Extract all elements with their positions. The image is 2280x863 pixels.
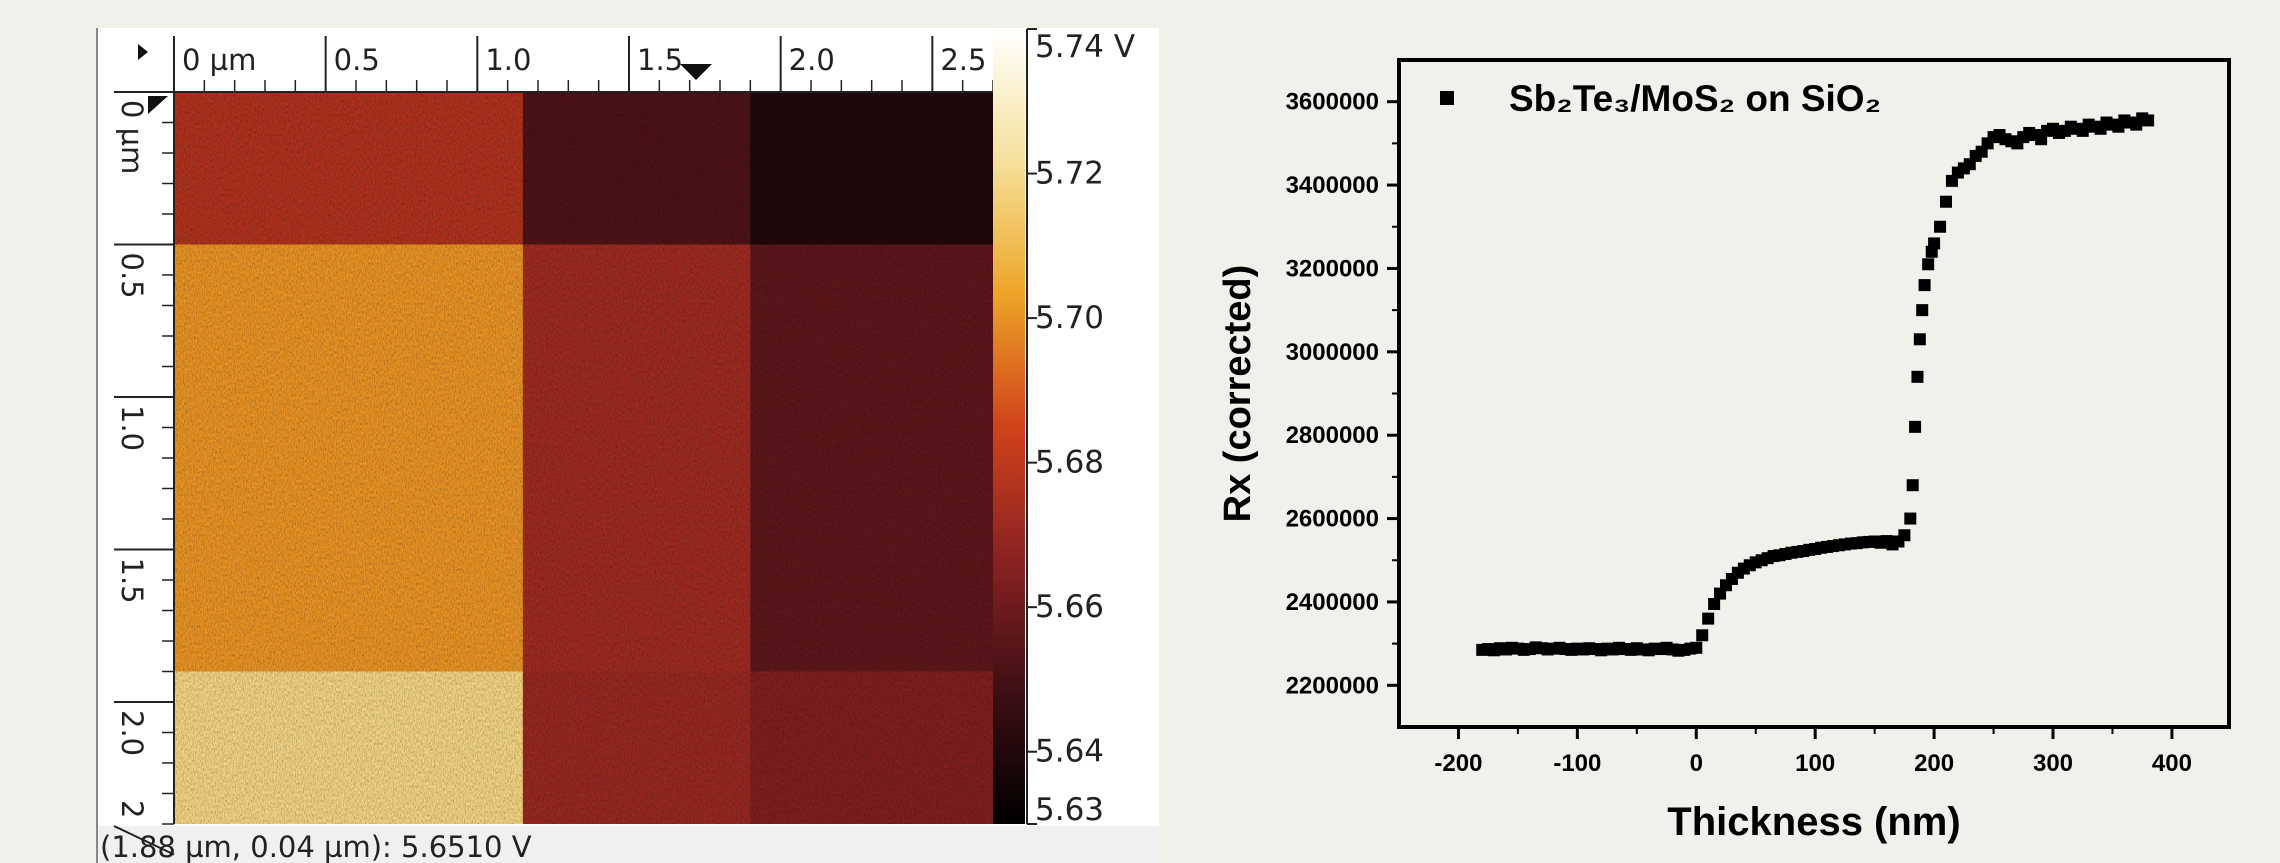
data-point	[1906, 479, 1919, 492]
colorbar	[993, 29, 1025, 824]
x-tick-label: 1.0	[485, 43, 531, 77]
data-point	[2142, 114, 2155, 127]
colorbar-tick-label: 5.72	[1035, 156, 1104, 192]
ruler-major-tick	[113, 825, 175, 856]
y-tick-label: 3600000	[1286, 89, 1379, 116]
y-tick-label: 2.0	[115, 710, 149, 756]
y-tick-label: 1.5	[115, 558, 149, 604]
x-tick-label: 400	[2152, 750, 2192, 777]
grain-texture	[174, 92, 993, 824]
data-point	[1909, 420, 1922, 433]
kpfm-map: 0 µm 0.5 1.0 1.5 2.0 2.5 0 µm 0.5 1.0 1.5 2.0 2 5.74…	[100, 28, 1135, 863]
x-tick-label: 2.5	[940, 43, 986, 77]
x-tick-label: 300	[2033, 750, 2073, 777]
y-tick-label: 0.5	[115, 253, 149, 299]
y-tick-label: 1.0	[115, 405, 149, 451]
data-point	[1918, 279, 1931, 292]
x-tick-label: 0 µm	[182, 43, 256, 77]
data-point	[1696, 629, 1709, 642]
y-axis-title: Rx (corrected)	[1217, 265, 1259, 523]
heatmap	[174, 92, 993, 824]
data-point	[1922, 258, 1935, 271]
data-point	[1913, 333, 1926, 346]
plot-frame	[1397, 58, 2231, 729]
x-tick-label: 1.5	[637, 43, 683, 77]
data-point	[1934, 220, 1947, 233]
y-tick-label: 2	[115, 800, 149, 818]
colorbar-tick-label: 5.74 V	[1035, 29, 1135, 65]
cursor-marker	[680, 64, 712, 80]
data-point	[1939, 195, 1952, 208]
data-point	[1928, 237, 1941, 250]
x-tick-label: 200	[1914, 750, 1954, 777]
x-tick-label: -100	[1553, 750, 1601, 777]
y-tick-label: 3400000	[1286, 172, 1379, 199]
x-axis-title: Thickness (nm)	[1667, 800, 1960, 844]
status-bar	[97, 826, 1159, 863]
y-tick-label: 2400000	[1286, 589, 1379, 616]
y-tick-label: 3200000	[1286, 255, 1379, 282]
legend-marker	[1440, 91, 1454, 105]
y-tick-label: 2200000	[1286, 672, 1379, 699]
data-point	[1702, 612, 1715, 625]
colorbar-tick-label: 5.68	[1035, 445, 1104, 481]
y-tick-label: 0 µm	[115, 100, 149, 174]
x-tick-label: 100	[1795, 750, 1835, 777]
status-text: (1.88 µm, 0.04 µm): 5.6510 V	[100, 830, 532, 863]
colorbar-tick-label: 5.63	[1035, 792, 1104, 828]
data-point	[1898, 529, 1911, 542]
y-tick-label: 3000000	[1286, 339, 1379, 366]
data-point	[1911, 370, 1924, 383]
data-point	[1708, 598, 1721, 611]
data-point	[1904, 512, 1917, 525]
data-point	[1916, 304, 1929, 317]
data-point	[2076, 124, 2089, 137]
legend-label: Sb₂Te₃/MoS₂ on SiO₂	[1509, 78, 1881, 119]
ruler-arrow	[148, 96, 168, 114]
colorbar-tick-label: 5.64	[1035, 734, 1104, 770]
scatter-chart: -200 -100 0 100 200 300 400 2200000 2400000 26000…	[1217, 58, 2231, 844]
x-tick-label: 0	[1690, 750, 1703, 777]
ruler-arrow	[138, 44, 148, 60]
y-tick-label: 2600000	[1286, 506, 1379, 533]
x-tick-label: 0.5	[334, 43, 380, 77]
colorbar-tick-label: 5.70	[1035, 300, 1104, 336]
data-point	[1690, 641, 1703, 654]
x-tick-label: 2.0	[789, 43, 835, 77]
colorbar-tick-label: 5.66	[1035, 589, 1104, 625]
y-tick-label: 2800000	[1286, 422, 1379, 449]
x-tick-label: -200	[1434, 750, 1482, 777]
